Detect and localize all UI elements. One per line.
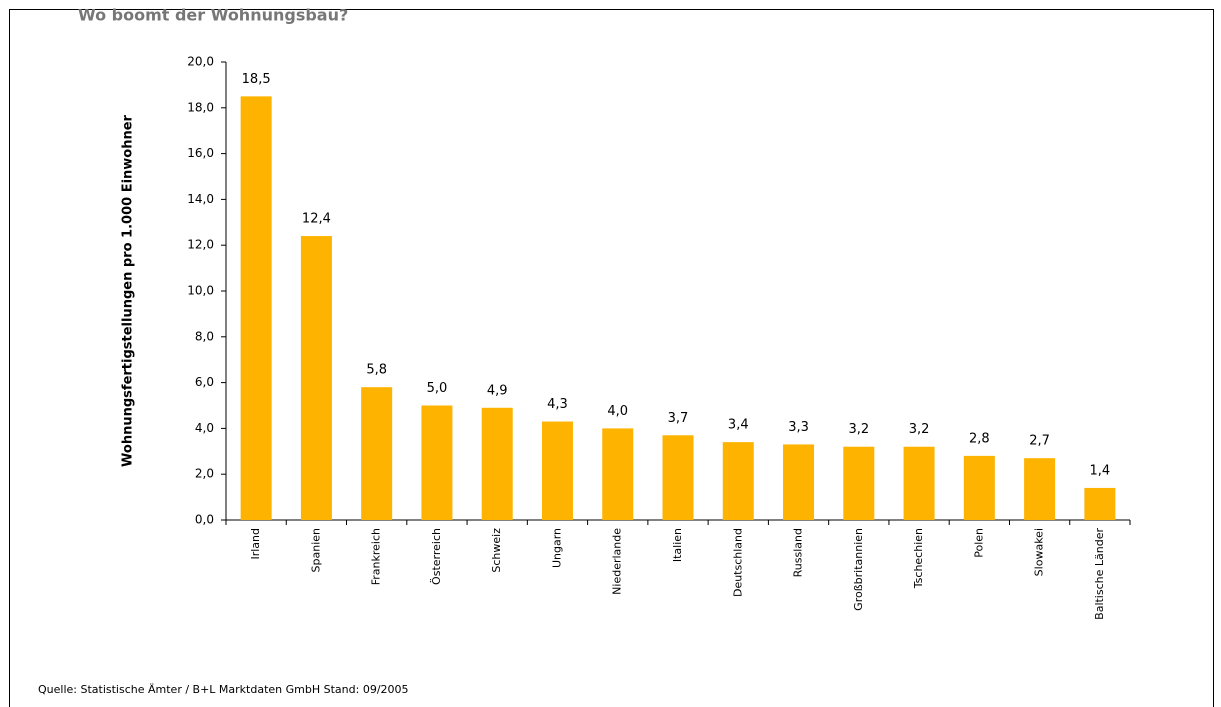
bar xyxy=(1084,487,1116,520)
bar xyxy=(481,407,513,520)
bar xyxy=(541,421,573,520)
data-label: 3,3 xyxy=(788,420,809,435)
x-tick-label: Spanien xyxy=(309,528,322,573)
chart-title: Wo boomt der Wohnungsbau? xyxy=(78,6,348,25)
y-tick-label: 16,0 xyxy=(187,146,214,160)
x-tick-label: Irland xyxy=(249,528,262,560)
y-tick-label: 6,0 xyxy=(195,375,214,389)
x-tick-label: Österreich xyxy=(430,528,443,585)
x-tick-label: Niederlande xyxy=(611,528,624,595)
data-label: 12,4 xyxy=(302,212,331,227)
data-label: 4,9 xyxy=(487,383,508,398)
bar xyxy=(300,236,332,521)
data-label: 4,0 xyxy=(607,404,628,419)
frame xyxy=(9,9,1214,707)
x-tick-label: Frankreich xyxy=(370,528,383,585)
y-tick-label: 14,0 xyxy=(187,192,214,206)
bar xyxy=(361,387,393,520)
y-tick-label: 10,0 xyxy=(187,284,214,298)
x-tick-label: Deutschland xyxy=(731,528,744,597)
bar xyxy=(1024,458,1056,520)
y-tick-label: 20,0 xyxy=(187,55,214,69)
bar xyxy=(240,96,272,520)
x-tick-label: Ungarn xyxy=(550,528,563,568)
source-note: Quelle: Statistische Ämter / B+L Marktda… xyxy=(38,683,409,696)
y-tick-label: 4,0 xyxy=(195,421,214,435)
x-tick-label: Baltische Länder xyxy=(1093,528,1106,620)
data-label: 3,7 xyxy=(668,411,689,426)
y-tick-label: 2,0 xyxy=(195,467,214,481)
data-label: 3,2 xyxy=(909,422,930,437)
bar xyxy=(421,405,453,520)
x-tick-label: Schweiz xyxy=(490,528,503,573)
data-label: 1,4 xyxy=(1090,463,1111,478)
data-label: 2,7 xyxy=(1029,434,1050,449)
bar xyxy=(662,435,694,520)
data-label: 18,5 xyxy=(242,72,271,87)
y-tick-label: 0,0 xyxy=(195,513,214,527)
x-tick-label: Großbritannien xyxy=(852,528,865,611)
y-tick-label: 12,0 xyxy=(187,238,214,252)
data-label: 2,8 xyxy=(969,431,990,446)
data-label: 4,3 xyxy=(547,397,568,412)
x-tick-label: Polen xyxy=(972,528,985,558)
y-tick-label: 8,0 xyxy=(195,329,214,343)
x-tick-label: Italien xyxy=(671,528,684,562)
data-label: 3,2 xyxy=(848,422,869,437)
data-label: 3,4 xyxy=(728,418,749,433)
y-axis-label: Wohnungsfertigstellungen pro 1.000 Einwo… xyxy=(121,114,136,467)
x-tick-label: Russland xyxy=(792,528,805,577)
bar xyxy=(843,446,875,520)
data-label: 5,8 xyxy=(366,363,387,378)
bar xyxy=(602,428,634,520)
bar xyxy=(722,442,754,520)
x-tick-label: Slowakei xyxy=(1033,528,1046,576)
data-label: 5,0 xyxy=(427,381,448,396)
bar xyxy=(903,446,935,520)
y-tick-label: 18,0 xyxy=(187,100,214,114)
bar xyxy=(783,444,815,520)
bar xyxy=(963,455,995,520)
x-tick-label: Tschechien xyxy=(912,528,925,589)
